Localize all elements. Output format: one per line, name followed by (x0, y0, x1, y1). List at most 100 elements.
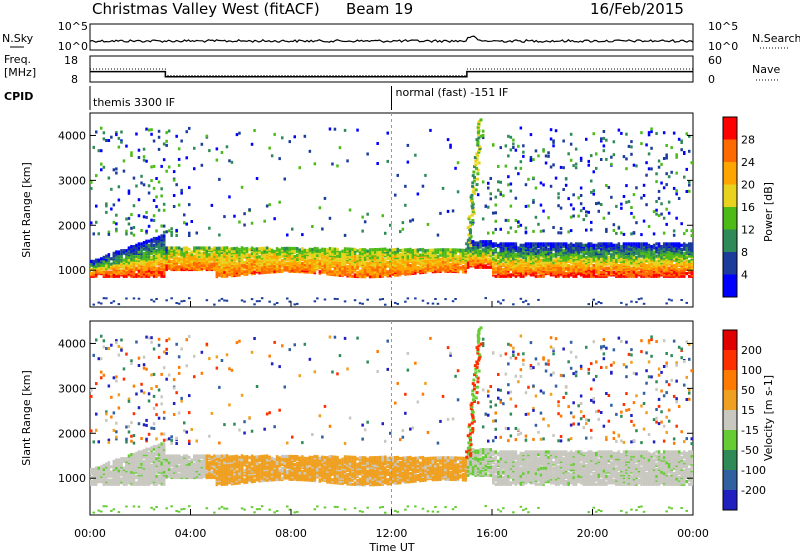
power-cell (404, 300, 407, 303)
power-cell (625, 167, 628, 171)
power-cell (351, 247, 354, 251)
power-cell (389, 223, 392, 227)
power-cell (162, 272, 166, 276)
power-cell (351, 274, 354, 278)
power-cell (115, 131, 118, 135)
power-cell (672, 263, 676, 268)
power-cell (318, 254, 322, 258)
power-cell (650, 262, 653, 266)
power-cell (602, 149, 606, 153)
power-cell (625, 242, 628, 246)
power-cell (597, 261, 601, 265)
power-cell (157, 235, 161, 239)
freq-tick-top: 18 (64, 54, 78, 67)
power-cell (105, 297, 108, 300)
power-cell (115, 171, 118, 175)
power-cell (160, 246, 163, 250)
power-cell (198, 267, 201, 272)
power-cell (670, 255, 673, 259)
power-cell (333, 127, 337, 131)
power-cell (306, 262, 309, 266)
power-cell (662, 247, 666, 251)
power-cell (539, 229, 543, 233)
power-cell (567, 249, 570, 253)
power-cell (140, 229, 143, 232)
power-cell (268, 300, 271, 303)
power-cell (665, 222, 668, 226)
power-cell (471, 254, 475, 259)
power-cell (544, 247, 548, 251)
power-cell (190, 263, 194, 268)
power-cell (172, 249, 176, 253)
power-cell (215, 254, 219, 258)
power-cell (92, 259, 96, 263)
power-cell (675, 242, 678, 246)
power-cell (602, 144, 606, 148)
power-cell (569, 229, 573, 233)
power-cell (250, 246, 254, 250)
power-cell (431, 267, 435, 271)
power-cell (198, 249, 201, 253)
power-cell (630, 211, 633, 215)
power-cell (554, 257, 558, 261)
power-cell (479, 249, 482, 253)
power-cell (582, 218, 586, 222)
power-cell (321, 261, 324, 265)
power-cell (373, 250, 377, 254)
power-cell (233, 267, 236, 271)
power-cell (243, 270, 246, 274)
power-cell (602, 136, 606, 140)
power-cell (253, 259, 256, 263)
power-cell (517, 220, 520, 224)
power-cell (446, 265, 450, 269)
power-cell (436, 302, 440, 305)
power-cell (470, 193, 474, 197)
power-cell (582, 253, 586, 257)
power-cell (150, 298, 153, 301)
power-cell (657, 189, 661, 193)
power-cell (635, 301, 638, 304)
power-cell (660, 202, 663, 206)
power-cell (218, 299, 221, 302)
power-cell (336, 247, 339, 251)
power-cell (145, 262, 148, 266)
power-cell (464, 263, 467, 267)
power-cell (145, 229, 148, 233)
power-cell (338, 258, 342, 262)
power-cell (444, 264, 447, 268)
power-cell (672, 233, 676, 237)
power-cell (514, 219, 518, 222)
power-cell (270, 258, 274, 262)
power-cell (620, 251, 623, 255)
power-cell (220, 297, 224, 300)
power-cell (522, 301, 525, 304)
power-ytick-label: 2000 (58, 219, 86, 232)
power-cell (213, 246, 216, 250)
power-cell (394, 301, 397, 304)
power-cell (454, 255, 457, 259)
power-cell (481, 240, 485, 244)
power-cell (193, 254, 196, 258)
power-cell (265, 262, 269, 266)
power-cell (245, 247, 249, 251)
power-cell (155, 258, 158, 262)
power-cell (363, 257, 367, 261)
power-cell (489, 197, 493, 201)
power-cell (557, 261, 560, 265)
power-cell (115, 229, 118, 233)
power-cell (188, 231, 191, 235)
power-cell (527, 259, 530, 263)
power-cell (316, 297, 319, 300)
power-cell (446, 248, 450, 252)
power-cell (238, 220, 241, 224)
power-cell (368, 250, 372, 255)
power-cell (444, 298, 447, 301)
power-cell (416, 192, 420, 196)
power-cell (102, 297, 106, 300)
power-colorbar-tick: 24 (741, 156, 755, 169)
power-cell (494, 211, 498, 215)
power-cell (263, 219, 266, 223)
power-cell (534, 149, 538, 153)
power-cell (552, 258, 555, 262)
power-cell (559, 231, 563, 235)
